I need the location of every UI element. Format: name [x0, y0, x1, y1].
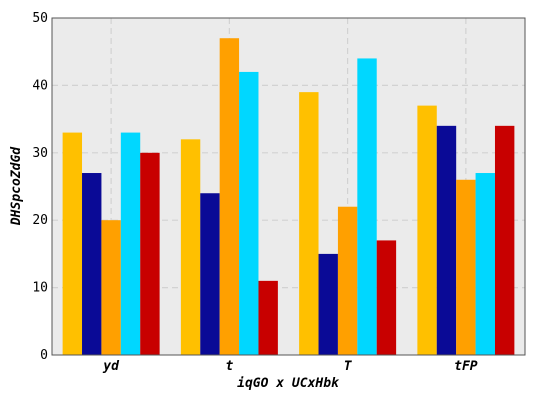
- bar-t-series-5: [258, 280, 278, 355]
- bar-yd-series-4: [120, 132, 141, 355]
- bar-T-series-4: [357, 58, 377, 355]
- y-tick-label: 50: [32, 11, 48, 26]
- y-tick-label: 20: [32, 213, 48, 228]
- plot-frame: [51, 17, 526, 356]
- bar-T-series-3: [337, 206, 358, 355]
- bar-t-series-2: [200, 193, 220, 355]
- bar-tFP-series-5: [494, 125, 515, 355]
- y-tick-label: 30: [32, 146, 48, 161]
- x-tick-label: yd: [102, 359, 120, 374]
- y-axis-ticks: 0 10 20 30 40 50: [32, 11, 48, 363]
- bar-yd-series-2: [82, 173, 102, 355]
- bar-yd-series-5: [140, 152, 160, 355]
- bar-T-series-1: [299, 92, 319, 355]
- bar-t-series-1: [180, 139, 201, 355]
- x-tick-label: t: [225, 359, 233, 374]
- bar-yd-series-1: [62, 132, 83, 355]
- y-tick-label: 10: [32, 281, 48, 296]
- bar-tFP-series-1: [417, 105, 437, 356]
- y-tick-label: 0: [40, 348, 48, 363]
- bar-T-series-2: [318, 253, 338, 355]
- y-axis-label: DHSpcoZdGd: [9, 146, 24, 226]
- y-tick-label: 40: [32, 78, 48, 93]
- bar-t-series-4: [239, 71, 259, 356]
- x-tick-label: tFP: [454, 359, 478, 374]
- bar-yd-series-3: [101, 220, 121, 355]
- bar-tFP-series-4: [475, 173, 495, 355]
- bar-tFP-series-2: [436, 125, 457, 355]
- bar-T-series-5: [376, 240, 397, 355]
- bars: [62, 38, 515, 356]
- bar-t-series-3: [219, 38, 240, 355]
- bar-tFP-series-3: [456, 179, 476, 355]
- x-axis-label: iqGO x UCxHbk: [237, 376, 340, 391]
- x-tick-label: T: [344, 359, 353, 374]
